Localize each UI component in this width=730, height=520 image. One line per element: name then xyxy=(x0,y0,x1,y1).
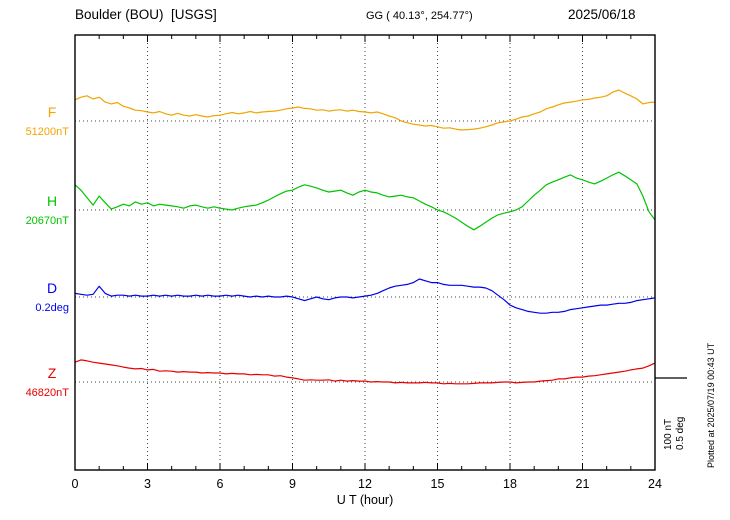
geographic-coordinates: GG ( 40.13°, 254.77°) xyxy=(366,10,473,22)
x-tick-label-3: 3 xyxy=(144,477,151,491)
series-label-H: H xyxy=(47,193,57,209)
series-baseline-label-F: 51200nT xyxy=(26,126,70,138)
plotted-at-stamp: Plotted at 2025/07/19 00:43 UT xyxy=(706,342,716,468)
series-baseline-label-Z: 46820nT xyxy=(26,387,70,399)
x-tick-label-9: 9 xyxy=(289,477,296,491)
record-date: 2025/06/18 xyxy=(568,7,636,22)
trace-D xyxy=(74,278,656,314)
x-tick-label-15: 15 xyxy=(431,477,445,491)
x-tick-label-0: 0 xyxy=(72,477,79,491)
series-label-D: D xyxy=(47,280,57,296)
trace-Z xyxy=(74,359,656,385)
series-label-F: F xyxy=(48,104,57,120)
x-tick-label-24: 24 xyxy=(648,477,662,491)
series-label-Z: Z xyxy=(48,365,57,381)
series-baseline-label-D: 0.2deg xyxy=(35,302,69,314)
x-tick-label-6: 6 xyxy=(217,477,224,491)
x-tick-label-12: 12 xyxy=(358,477,372,491)
observatory-title: Boulder (BOU) [USGS] xyxy=(75,7,217,22)
scale-label-deg: 0.5 deg xyxy=(675,417,686,450)
plot-frame xyxy=(74,34,656,471)
series-baseline-label-H: 20670nT xyxy=(26,215,70,227)
x-axis-title: U T (hour) xyxy=(337,493,394,507)
trace-H xyxy=(74,171,656,231)
scale-label-nT: 100 nT xyxy=(663,419,674,450)
trace-F xyxy=(74,89,656,131)
x-tick-label-18: 18 xyxy=(503,477,517,491)
x-tick-label-21: 21 xyxy=(576,477,590,491)
